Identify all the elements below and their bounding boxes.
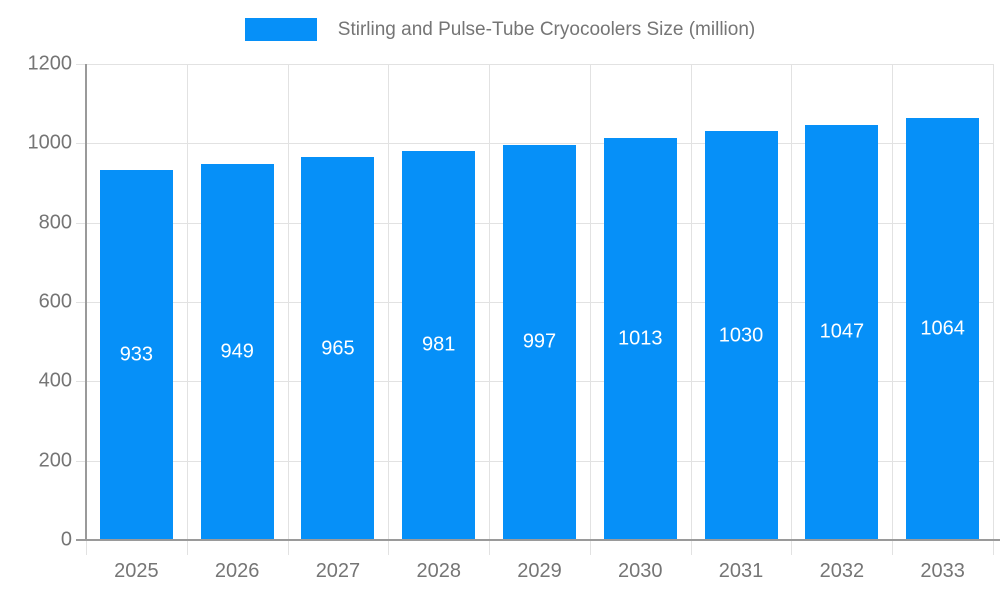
x-axis-tick bbox=[86, 540, 87, 555]
y-axis-tick bbox=[76, 460, 86, 462]
bar-value-label: 1064 bbox=[920, 317, 965, 340]
gridline-horizontal bbox=[86, 143, 993, 145]
x-axis-tick-label: 2026 bbox=[214, 560, 260, 582]
y-axis-tick-label: 0 bbox=[60, 528, 72, 551]
gridline-vertical bbox=[791, 64, 793, 540]
x-axis-tick bbox=[690, 540, 692, 555]
x-axis-tick bbox=[489, 540, 491, 555]
x-axis-tick-label: 2033 bbox=[920, 560, 965, 582]
bar-value-label: 1013 bbox=[618, 327, 663, 350]
x-axis-tick bbox=[186, 540, 188, 555]
gridline-vertical bbox=[690, 64, 692, 540]
bar-2028 bbox=[402, 150, 476, 540]
gridline-vertical bbox=[388, 64, 390, 540]
x-axis-tick-label: 2032 bbox=[819, 560, 865, 582]
x-axis-tick-label: 2028 bbox=[416, 560, 461, 582]
x-axis-line bbox=[76, 539, 1000, 541]
y-axis-tick bbox=[76, 143, 86, 145]
gridline-vertical bbox=[589, 64, 591, 540]
y-axis-tick bbox=[76, 222, 86, 224]
legend-label: Stirling and Pulse-Tube Cryocoolers Size… bbox=[337, 18, 756, 40]
bar-value-label: 965 bbox=[321, 337, 355, 360]
x-axis-tick bbox=[287, 540, 289, 555]
gridline-vertical bbox=[287, 64, 289, 540]
bar-2030 bbox=[603, 138, 677, 540]
bar-value-label: 981 bbox=[422, 333, 456, 356]
x-axis-tick-label: 2027 bbox=[315, 560, 361, 582]
y-axis-tick bbox=[76, 64, 86, 65]
y-axis-line bbox=[85, 64, 87, 541]
x-axis-tick-label: 2031 bbox=[718, 560, 764, 582]
y-axis-tick bbox=[76, 302, 86, 303]
y-axis-tick-label: 400 bbox=[38, 369, 72, 392]
legend-swatch-icon bbox=[244, 18, 317, 41]
bar-2027 bbox=[301, 157, 375, 540]
gridline-vertical bbox=[892, 64, 894, 540]
y-axis-tick-label: 1200 bbox=[27, 52, 73, 75]
bar-value-label: 933 bbox=[119, 343, 154, 366]
chart-legend: Stirling and Pulse-Tube Cryocoolers Size… bbox=[0, 18, 1000, 41]
x-axis-tick bbox=[791, 540, 793, 555]
bar-2025 bbox=[99, 169, 173, 540]
y-axis-tick-label: 1000 bbox=[27, 131, 73, 154]
y-axis-tick-label: 600 bbox=[38, 290, 72, 313]
gridline-horizontal bbox=[86, 64, 993, 65]
bar-value-label: 1030 bbox=[718, 324, 764, 347]
x-axis-tick bbox=[388, 540, 390, 555]
gridline-vertical bbox=[186, 64, 188, 540]
bar-2032 bbox=[805, 124, 879, 540]
x-axis-tick-label: 2025 bbox=[114, 560, 159, 582]
y-axis-tick-label: 200 bbox=[38, 449, 72, 472]
x-axis-tick bbox=[892, 540, 894, 555]
y-axis-tick-label: 800 bbox=[38, 211, 72, 234]
x-axis-tick bbox=[589, 540, 591, 555]
gridline-vertical bbox=[489, 64, 491, 540]
bar-2031 bbox=[704, 131, 778, 540]
gridline-vertical bbox=[993, 64, 994, 540]
x-axis-tick bbox=[993, 540, 994, 555]
bar-2033 bbox=[906, 117, 980, 540]
x-axis-tick-label: 2029 bbox=[517, 560, 562, 582]
y-axis-tick bbox=[76, 381, 86, 383]
x-axis-tick-label: 2030 bbox=[618, 560, 663, 582]
bar-2029 bbox=[503, 144, 576, 540]
bar-value-label: 949 bbox=[220, 340, 254, 363]
bar-value-label: 1047 bbox=[819, 320, 865, 343]
bar-value-label: 997 bbox=[522, 330, 557, 353]
bar-2026 bbox=[200, 163, 274, 540]
